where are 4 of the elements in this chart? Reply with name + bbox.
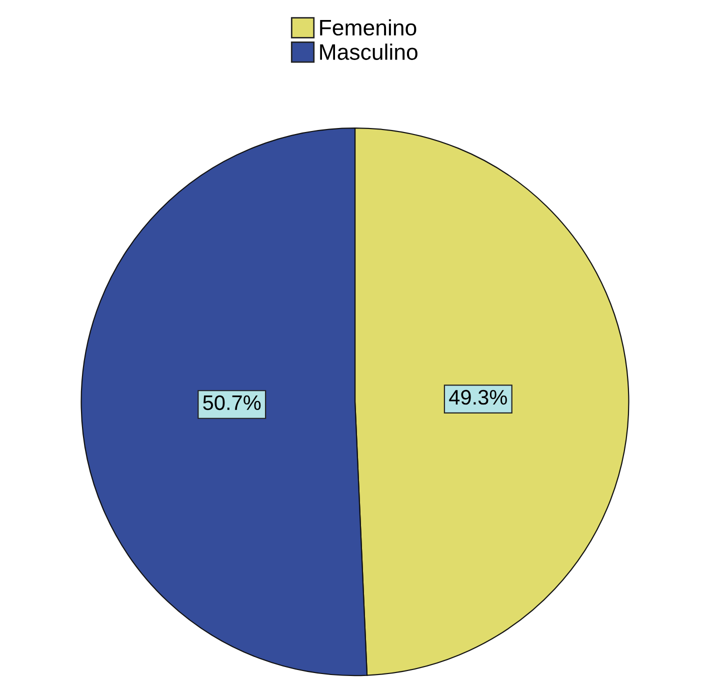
data-label: 49.3%	[449, 390, 507, 405]
legend-label: Masculino	[320, 44, 418, 60]
legend-label: Femenino	[320, 19, 416, 36]
data-label: 50.7%	[203, 395, 261, 410]
